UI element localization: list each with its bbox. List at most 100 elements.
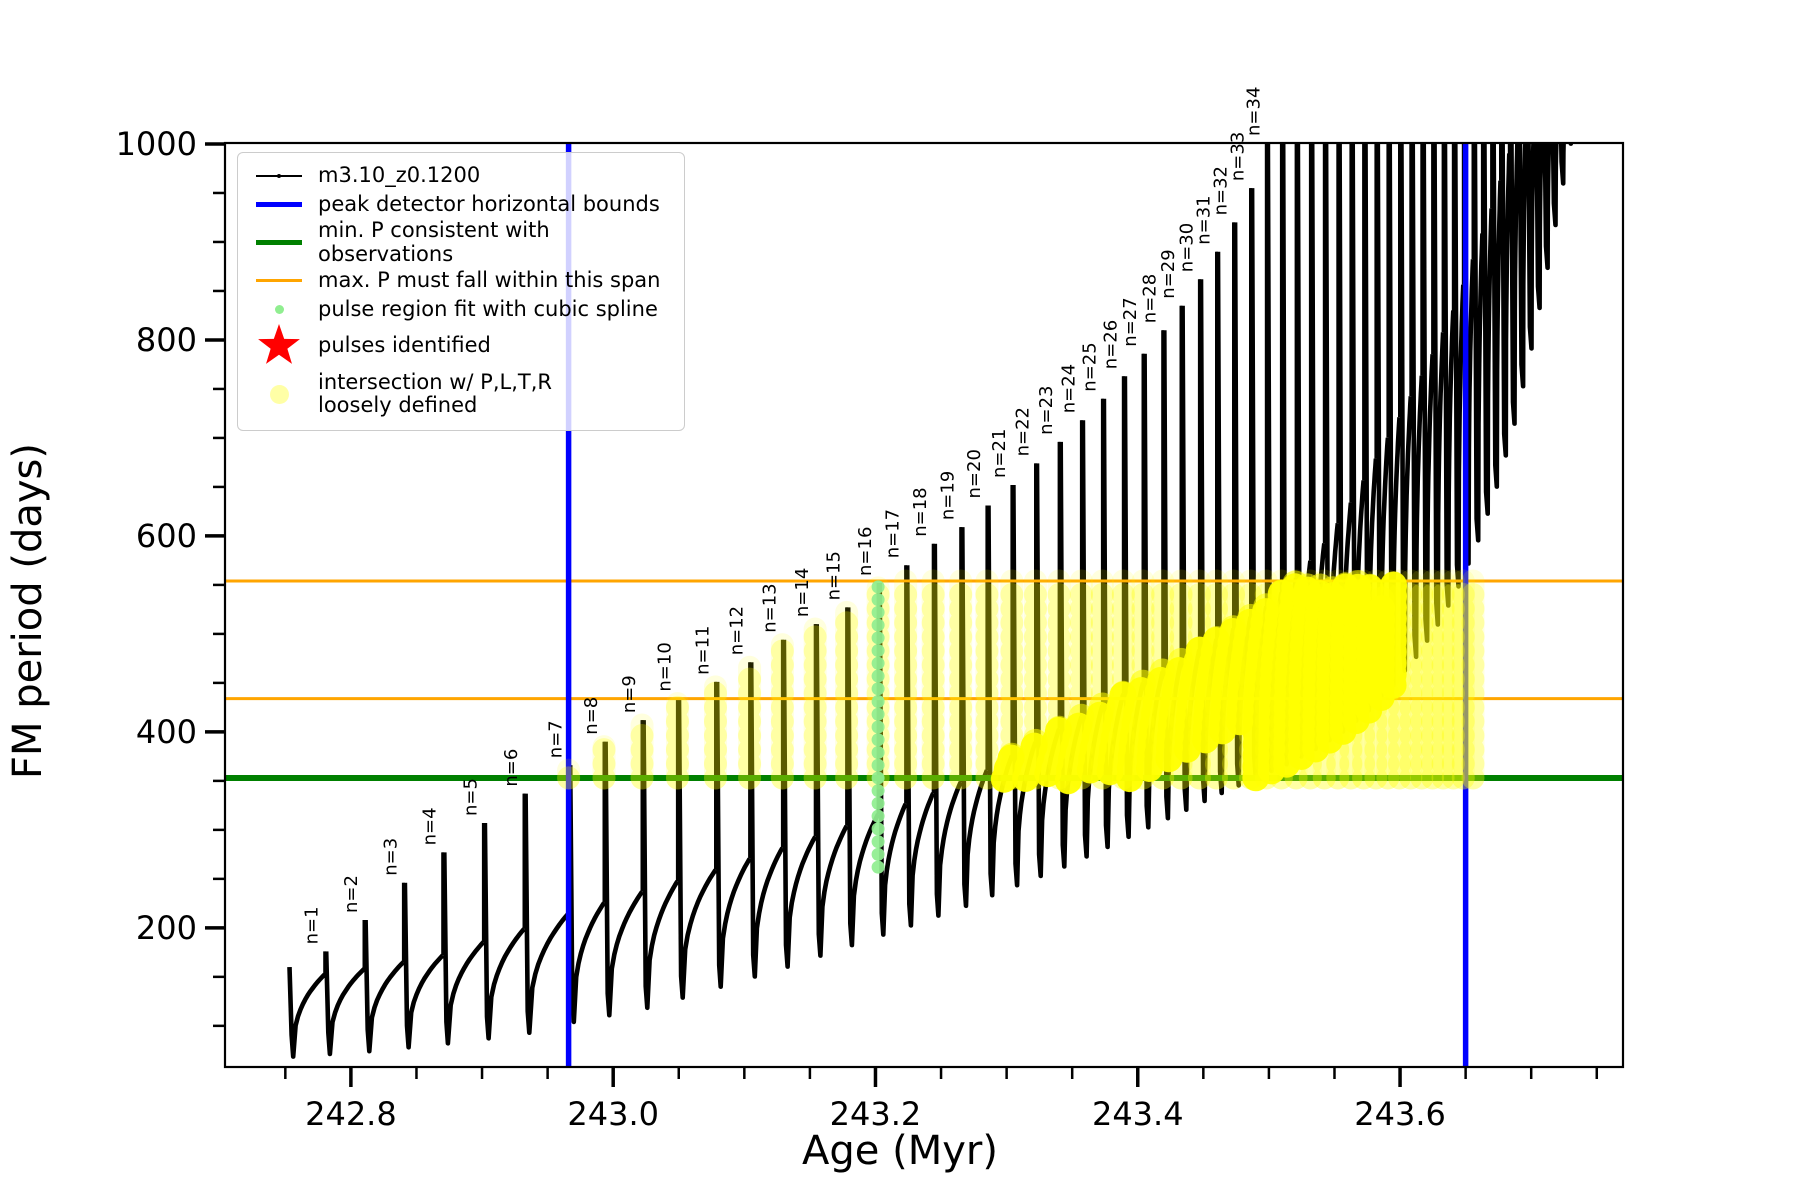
spline-fit-dot — [871, 631, 885, 645]
yellow-dot-icon — [248, 384, 310, 404]
spline-fit-dot — [871, 847, 885, 861]
plot-area — [225, 143, 1623, 1067]
pulse-label: n=30 — [1176, 223, 1197, 272]
yellow-intersection-dots — [1192, 625, 1230, 754]
blue-line-icon — [248, 202, 310, 207]
yellow-intersection-dots — [990, 742, 1026, 793]
legend-label: max. P must fall within this span — [318, 267, 661, 292]
pulse-labels: n=1 n=2 n=3 n=4 n=5 n=6 n=7 n=8 n=9 n=10 n=11 n=12 n… — [302, 87, 1265, 945]
pulse-label: n=27 — [1120, 297, 1141, 346]
legend-label: pulse region fit with cubic spline — [318, 296, 658, 321]
spline-fit-dot — [871, 745, 885, 759]
pulse-label: n=11 — [693, 625, 714, 674]
yellow-intersection-dots — [1096, 680, 1137, 786]
spline-fit-dot — [871, 707, 885, 721]
pulse-label: n=5 — [460, 778, 481, 816]
pulse-label: n=16 — [855, 527, 876, 576]
pulse-label: n=19 — [938, 471, 959, 520]
yellow-intersection-dots — [1226, 603, 1264, 736]
pulse-label: n=15 — [824, 551, 845, 600]
pulse-label: n=12 — [727, 606, 748, 655]
line-with-dot-marker-icon — [248, 173, 310, 178]
legend-label: peak detector horizontal bounds — [318, 191, 660, 216]
yellow-intersection-dots — [1155, 647, 1195, 773]
spline-fit-dot — [871, 605, 885, 619]
spline-fit-dot — [871, 835, 885, 849]
pulse-label: n=9 — [619, 675, 640, 713]
y-axis-label: FM period (days) — [5, 443, 51, 779]
legend-label: pulses identified — [318, 333, 491, 358]
pulse-label: n=23 — [1036, 385, 1057, 434]
pulse-label: n=21 — [989, 429, 1010, 478]
pulse-label: n=14 — [792, 568, 813, 617]
pulse-label: n=20 — [964, 449, 985, 498]
y-tick-label: 1000 — [116, 125, 197, 163]
spline-fit-dot — [871, 720, 885, 734]
spline-fit-dot — [871, 796, 885, 810]
spline-fit-dot — [871, 656, 885, 670]
spline-fit-dot — [871, 618, 885, 632]
pulse-label: n=22 — [1013, 407, 1034, 456]
pulse-label: n=17 — [883, 509, 904, 558]
legend-item-intersection: intersection w/ P,L,T,R loosely defined — [248, 368, 674, 420]
spline-fit-dot — [871, 822, 885, 836]
axes-frame — [223, 141, 1625, 1069]
x-axis-label: Age (Myr) — [802, 1128, 998, 1174]
yellow-intersection-dots — [1034, 715, 1073, 788]
spline-fit-dot — [871, 758, 885, 772]
yellow-intersection-dots — [1135, 658, 1177, 782]
x-tick-label: 242.8 — [305, 1095, 397, 1133]
legend-label: min. P consistent with observations — [318, 218, 550, 266]
spline-fit-dot — [871, 580, 885, 594]
pulse-label: n=33 — [1228, 132, 1249, 181]
orange-line-icon — [248, 279, 310, 282]
pulse-label: n=18 — [910, 487, 931, 536]
pulse-label: n=1 — [302, 906, 323, 944]
spline-fit-dot — [871, 784, 885, 798]
pulse-label: n=26 — [1100, 320, 1121, 369]
legend: m3.10_z0.1200 peak detector horizontal b… — [237, 152, 685, 432]
y-tick-label: 200 — [136, 909, 197, 947]
legend-label: intersection w/ P,L,T,R loosely defined — [310, 369, 552, 418]
legend-item-max-p: max. P must fall within this span — [248, 266, 674, 295]
y-tick-label: 800 — [136, 321, 197, 359]
pulse-label: n=7 — [546, 720, 567, 758]
yellow-intersection-dots — [1054, 703, 1095, 795]
axis-ticks: 242.8 243.0 243.2 243.4 243.6 200 400 600 800 100… — [116, 125, 1599, 1133]
pulse-label: n=34 — [1243, 87, 1264, 136]
x-tick-label: 243.4 — [1092, 1095, 1184, 1133]
spline-fit-dot — [871, 644, 885, 658]
pulse-label: n=10 — [654, 642, 675, 691]
red-star-icon — [248, 324, 310, 368]
pulse-label: n=8 — [581, 697, 602, 735]
yellow-intersection-dots — [1076, 692, 1116, 784]
legend-label: m3.10_z0.1200 — [318, 162, 481, 187]
y-tick-label: 600 — [136, 517, 197, 555]
spline-fit-dot — [871, 733, 885, 747]
pulse-label: n=3 — [380, 838, 401, 876]
pulse-label: n=24 — [1058, 364, 1079, 413]
yellow-intersection-dots — [1012, 728, 1049, 792]
green-line-icon — [248, 240, 310, 246]
pulse-label: n=25 — [1079, 342, 1100, 391]
legend-item-series: m3.10_z0.1200 — [248, 161, 674, 190]
legend-item-min-p: min. P consistent with observations — [248, 218, 674, 266]
yellow-intersection-dots — [1173, 636, 1213, 763]
legend-item-pulses-identified: pulses identified — [248, 324, 674, 368]
legend-label-line2: loosely defined — [318, 393, 478, 418]
spline-fit-dot — [871, 593, 885, 607]
spline-fit-dot — [871, 860, 885, 874]
spline-fit-dot — [871, 669, 885, 683]
legend-item-peak-bounds: peak detector horizontal bounds — [248, 190, 674, 219]
x-tick-label: 243.0 — [567, 1095, 659, 1133]
pulse-label: n=31 — [1194, 195, 1215, 244]
pulse-label: n=13 — [759, 583, 780, 632]
legend-item-pulse-region: pulse region fit with cubic spline — [248, 295, 674, 324]
pulse-label: n=6 — [501, 749, 522, 787]
yellow-intersection-dots — [1242, 592, 1280, 792]
y-tick-label: 400 — [136, 713, 197, 751]
spline-fit-dot — [871, 695, 885, 709]
legend-label-line1: intersection w/ P,L,T,R — [318, 369, 552, 394]
